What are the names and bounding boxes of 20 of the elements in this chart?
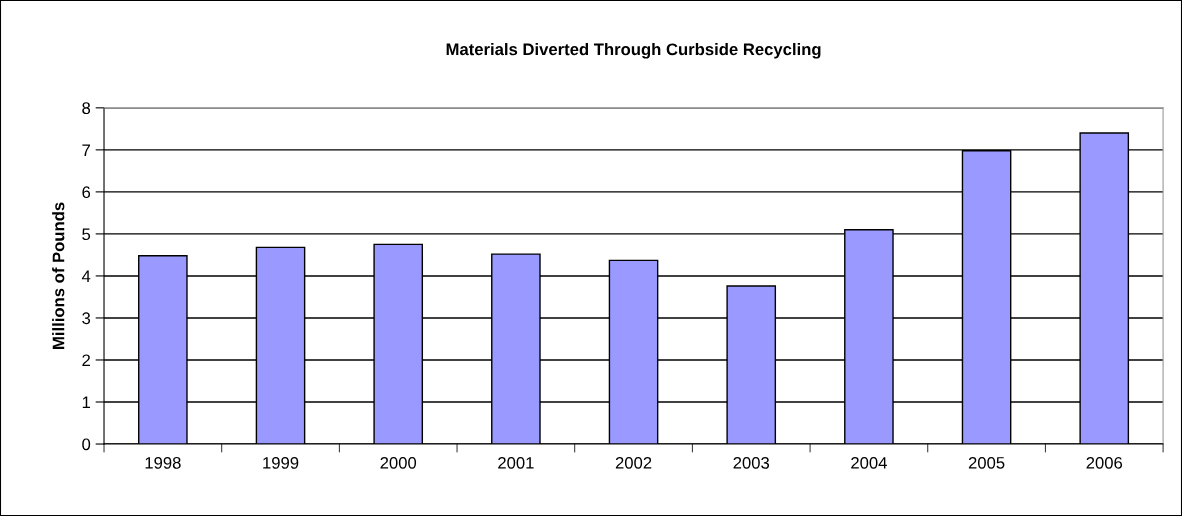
- y-tick-label: 8: [82, 102, 91, 115]
- y-tick-label: 7: [82, 144, 90, 156]
- x-tick-label: 2004: [851, 456, 887, 469]
- x-tick-label: 1998: [145, 456, 181, 469]
- x-tick-label: 2003: [733, 456, 770, 469]
- chart-title: Materials Diverted Through Curbside Recycling: [446, 42, 821, 59]
- y-tick-label: 0: [82, 438, 91, 451]
- y-axis-title: Millions of Pounds: [52, 202, 65, 349]
- x-tick-label: 1999: [263, 456, 299, 469]
- x-tick-label: 2000: [380, 456, 417, 469]
- y-tick-label: 3: [82, 312, 91, 325]
- x-tick-label: 2005: [968, 456, 1005, 469]
- y-tick-label: 5: [82, 228, 91, 241]
- y-tick-label: 2: [82, 354, 90, 367]
- y-tick-label: 1: [82, 396, 91, 409]
- x-tick-label: 2002: [615, 456, 652, 469]
- y-tick-label: 6: [82, 186, 91, 199]
- y-tick-label: 4: [81, 270, 91, 282]
- x-tick-label: 2006: [1086, 456, 1123, 469]
- x-tick-label: 2001: [498, 456, 534, 469]
